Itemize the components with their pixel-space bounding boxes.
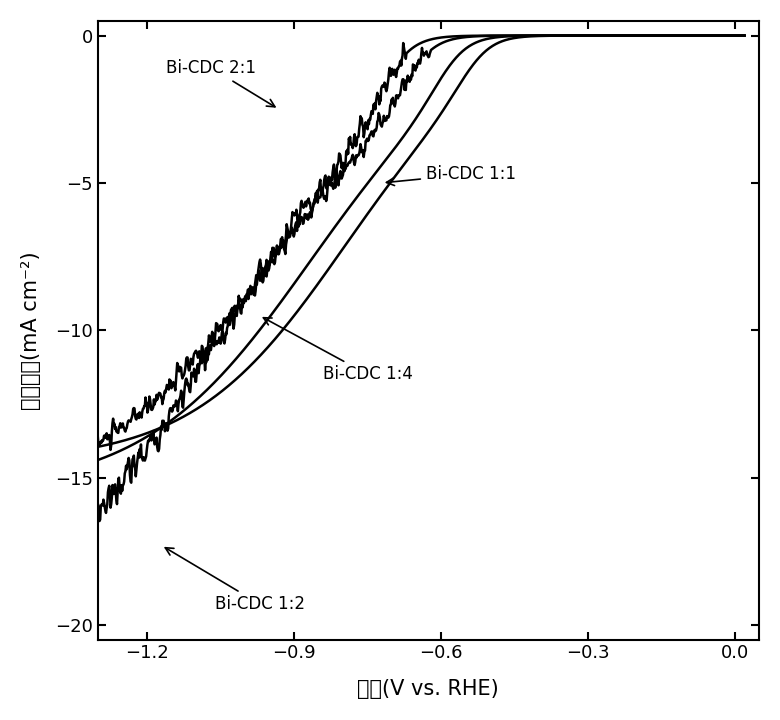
Text: Bi-CDC 2:1: Bi-CDC 2:1 [166, 59, 275, 107]
Text: Bi-CDC 1:1: Bi-CDC 1:1 [386, 165, 516, 186]
Y-axis label: 电流密度(mA cm⁻²): 电流密度(mA cm⁻²) [21, 251, 41, 410]
Text: Bi-CDC 1:4: Bi-CDC 1:4 [264, 318, 413, 384]
X-axis label: 电压(V vs. RHE): 电压(V vs. RHE) [357, 679, 499, 699]
Text: Bi-CDC 1:2: Bi-CDC 1:2 [165, 548, 305, 613]
